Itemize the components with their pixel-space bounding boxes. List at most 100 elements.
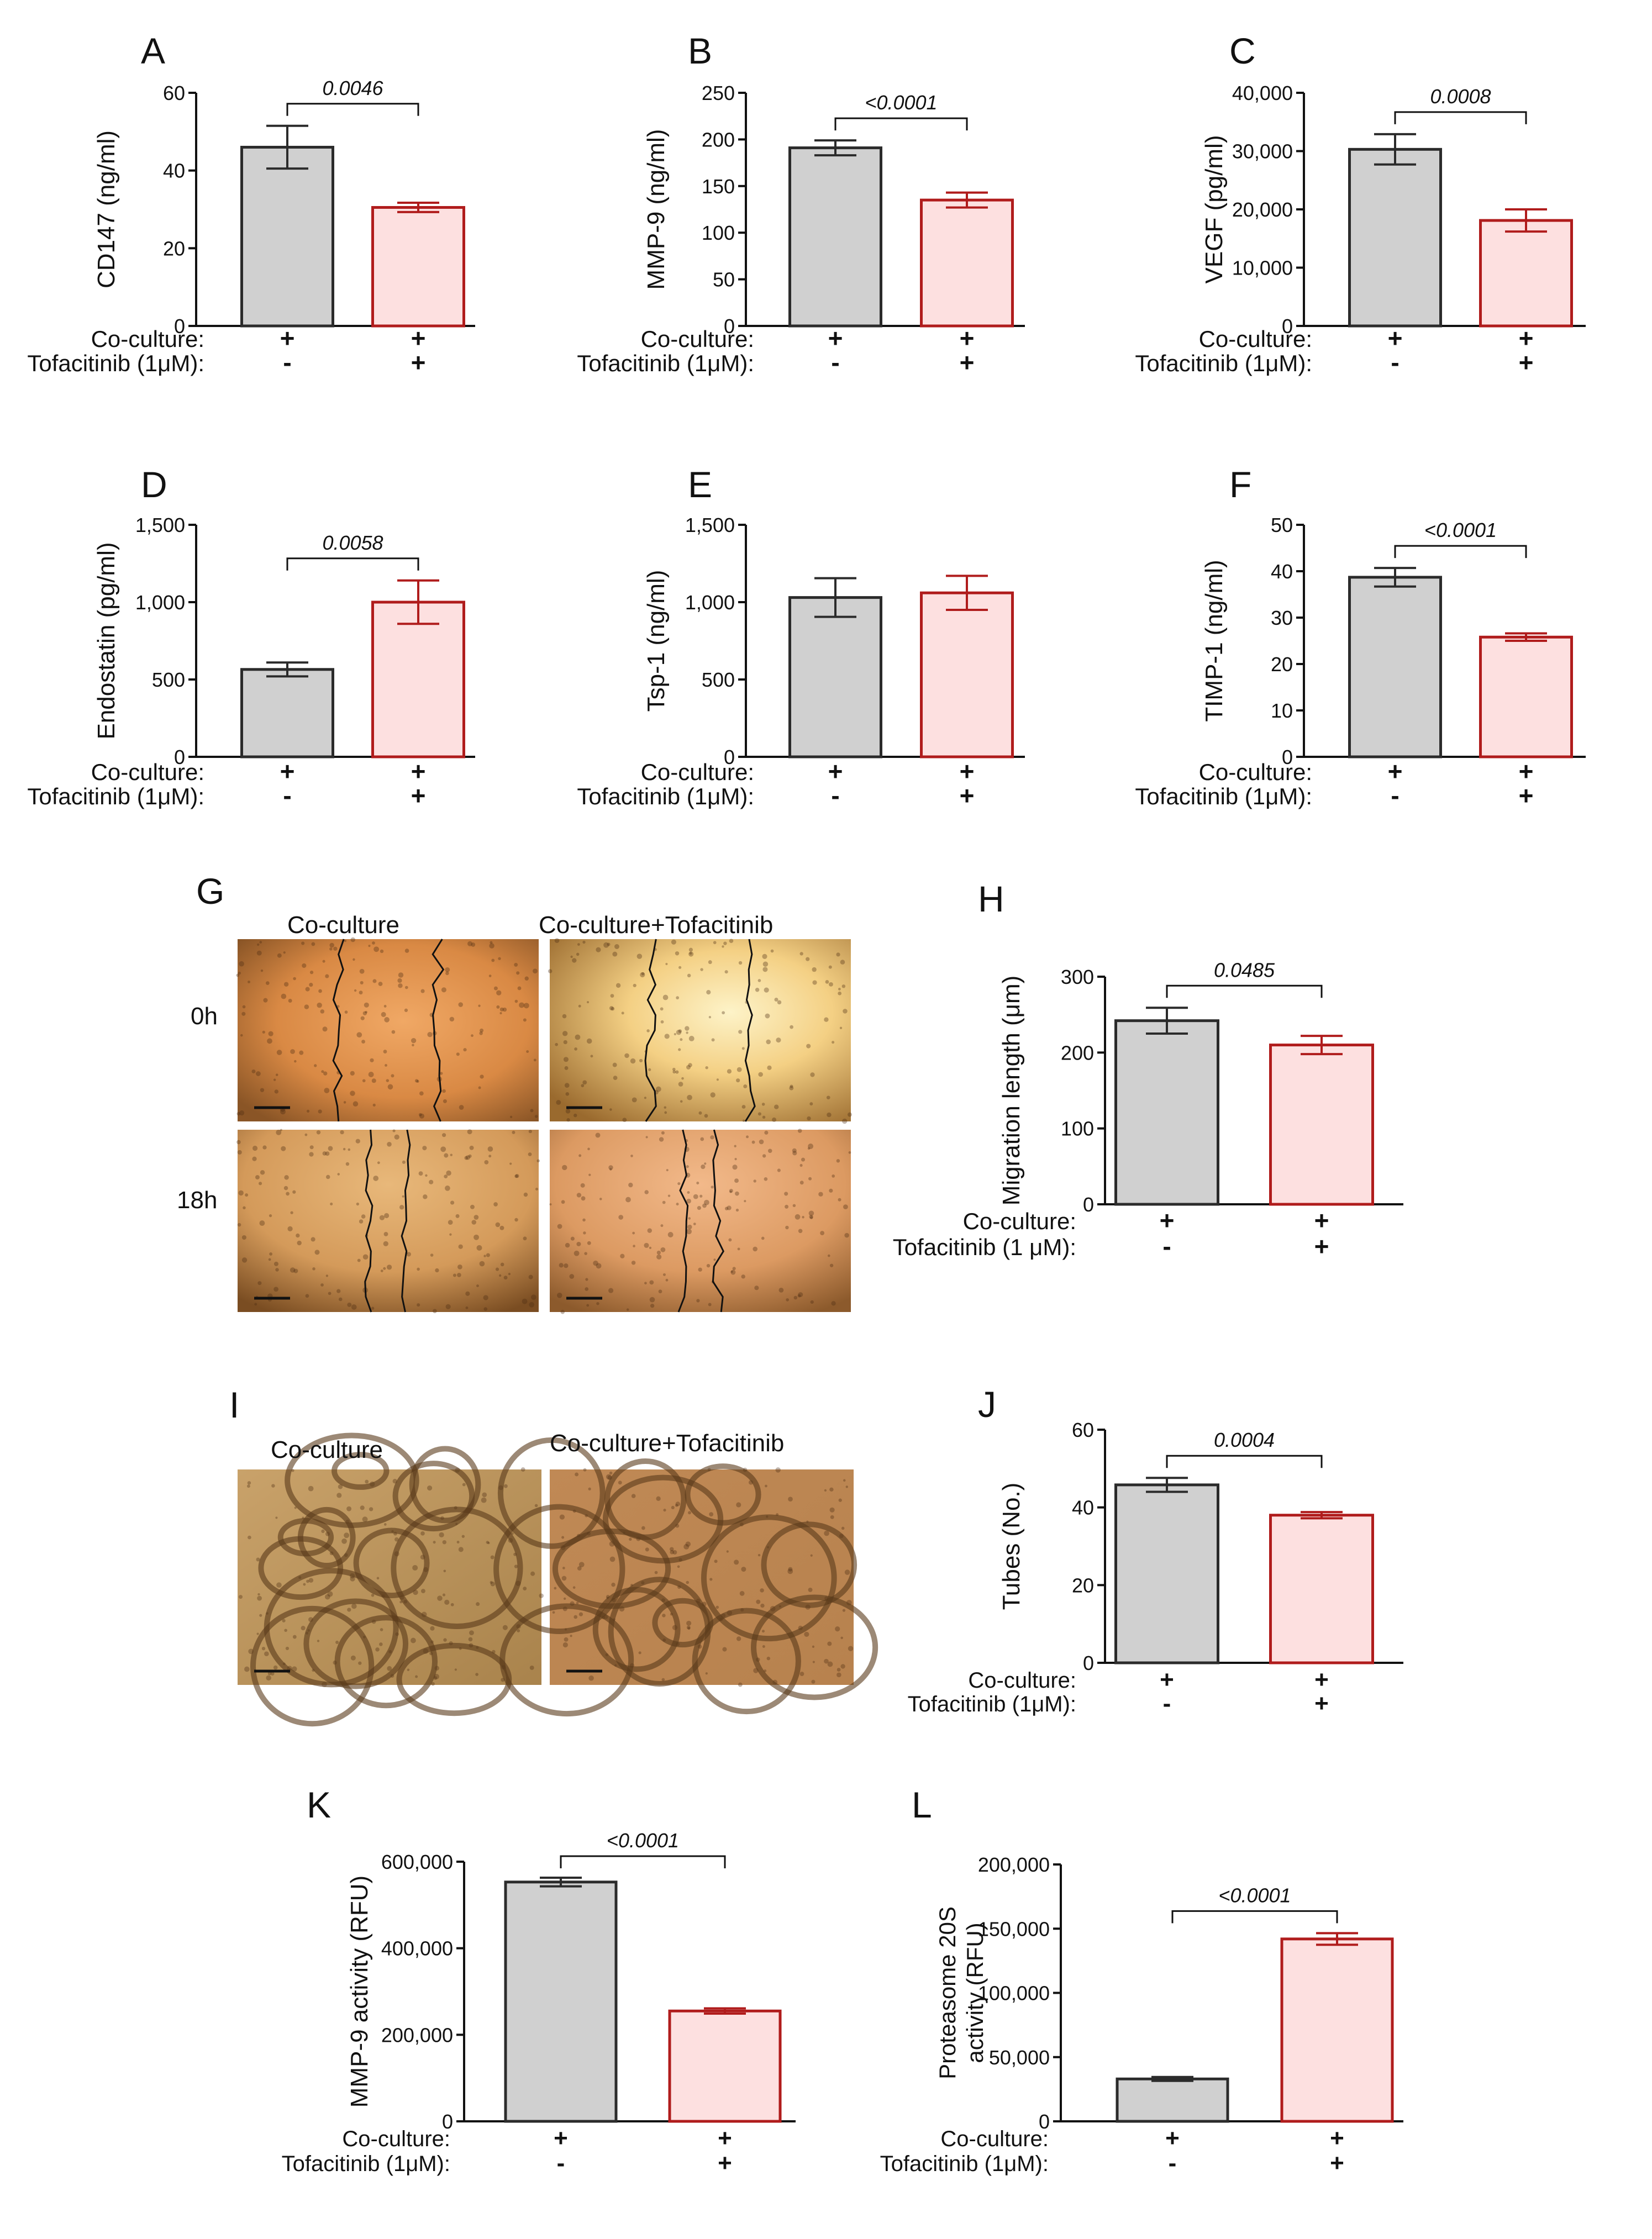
y-tick-label: 0 xyxy=(1039,2110,1050,2133)
cell-speck xyxy=(704,1114,708,1118)
cell-speck xyxy=(556,1100,561,1105)
condition-mark: - xyxy=(557,2150,565,2177)
cell-speck xyxy=(686,1031,688,1034)
cell-speck xyxy=(528,1130,532,1134)
wound-edge-right xyxy=(712,1129,724,1313)
cell-speck xyxy=(347,1608,351,1612)
cell-speck xyxy=(459,1105,464,1110)
cell-speck xyxy=(391,1074,394,1078)
y-tick-label: 0 xyxy=(1282,315,1293,338)
cell-speck xyxy=(556,1292,562,1298)
cell-speck xyxy=(829,982,833,987)
cell-speck xyxy=(608,1165,613,1170)
cell-speck xyxy=(441,987,446,993)
cell-speck xyxy=(269,1252,273,1256)
cell-speck xyxy=(303,1583,306,1586)
condition-mark: + xyxy=(960,324,975,352)
cell-speck xyxy=(735,1208,739,1212)
cell-speck xyxy=(825,980,829,984)
cell-speck xyxy=(644,1097,647,1099)
cell-speck xyxy=(514,962,518,967)
cell-speck xyxy=(818,1192,823,1197)
cell-speck xyxy=(387,1142,392,1147)
cell-speck xyxy=(760,1588,764,1593)
cell-speck xyxy=(698,1111,702,1115)
panel-i-col-header-1: Co-culture xyxy=(271,1436,383,1463)
cell-speck xyxy=(491,958,495,962)
y-tick-label: 10 xyxy=(1271,699,1293,722)
y-axis-label: MMP-9 activity (RFU) xyxy=(346,1876,373,2108)
cell-speck xyxy=(738,1030,743,1034)
cell-speck xyxy=(463,1048,467,1052)
cell-speck xyxy=(688,1217,691,1220)
cell-speck xyxy=(609,1556,615,1562)
cell-speck xyxy=(599,1198,602,1200)
cell-speck xyxy=(335,1640,339,1644)
cell-speck xyxy=(444,1599,450,1605)
condition-label: Co-culture: xyxy=(91,759,204,785)
cell-speck xyxy=(361,1214,366,1219)
cell-speck xyxy=(685,1541,691,1547)
tube-network xyxy=(264,1568,399,1688)
cell-speck xyxy=(656,1496,661,1501)
cell-speck xyxy=(636,953,643,959)
cell-speck xyxy=(499,1225,504,1230)
cell-speck xyxy=(678,1048,681,1051)
cell-speck xyxy=(622,1118,627,1123)
cell-speck xyxy=(259,1220,265,1226)
cell-speck xyxy=(761,1103,765,1106)
cell-speck xyxy=(675,951,680,956)
cell-speck xyxy=(778,1287,784,1293)
cell-speck xyxy=(294,1506,297,1509)
cell-speck xyxy=(404,986,408,989)
cell-speck xyxy=(584,1252,587,1255)
cell-speck xyxy=(632,1231,635,1235)
cell-speck xyxy=(624,1053,629,1058)
cell-speck xyxy=(262,1145,267,1150)
cell-speck xyxy=(259,1614,262,1617)
cell-speck xyxy=(563,1040,567,1045)
cell-speck xyxy=(741,1105,746,1109)
cell-speck xyxy=(743,1084,748,1088)
cell-speck xyxy=(322,1026,328,1032)
cell-speck xyxy=(435,1268,439,1273)
cell-speck xyxy=(838,1498,842,1502)
cell-speck xyxy=(383,1241,388,1247)
cell-speck xyxy=(824,1489,827,1492)
cell-speck xyxy=(407,1668,410,1671)
cell-speck xyxy=(762,961,769,967)
cell-speck xyxy=(260,969,264,972)
bar-tofacitinib xyxy=(1479,219,1573,328)
p-value-label: 0.0046 xyxy=(322,77,383,99)
cell-speck xyxy=(587,1147,590,1151)
y-tick-label: 0 xyxy=(1282,746,1293,768)
cell-speck xyxy=(536,1159,540,1163)
cell-speck xyxy=(645,1547,649,1552)
bar-control xyxy=(504,1880,618,2123)
cell-speck xyxy=(751,1140,755,1144)
significance-bracket xyxy=(834,117,968,131)
y-tick-label: 0 xyxy=(724,315,735,338)
significance-bracket xyxy=(286,103,419,116)
tube-network xyxy=(751,1594,878,1700)
cell-speck xyxy=(563,1597,566,1600)
cell-speck xyxy=(593,1260,598,1266)
cell-speck xyxy=(376,1577,380,1580)
cell-speck xyxy=(700,968,703,971)
cell-speck xyxy=(811,1679,816,1684)
cell-speck xyxy=(465,1306,469,1309)
cell-speck xyxy=(493,986,498,991)
cell-speck xyxy=(840,1636,843,1640)
condition-mark: - xyxy=(1162,1232,1171,1261)
condition-mark: - xyxy=(1169,2150,1177,2177)
cell-speck xyxy=(239,1110,245,1116)
cell-speck xyxy=(508,1272,511,1276)
cell-speck xyxy=(260,1170,265,1175)
cell-speck xyxy=(490,1581,493,1584)
condition-label: Tofacitinib (1μM): xyxy=(1135,350,1312,376)
wound-edge-left xyxy=(644,939,657,1122)
cell-speck xyxy=(649,1297,655,1303)
cell-speck xyxy=(495,1222,501,1228)
cell-speck xyxy=(767,1149,772,1153)
cell-speck xyxy=(306,1109,310,1113)
